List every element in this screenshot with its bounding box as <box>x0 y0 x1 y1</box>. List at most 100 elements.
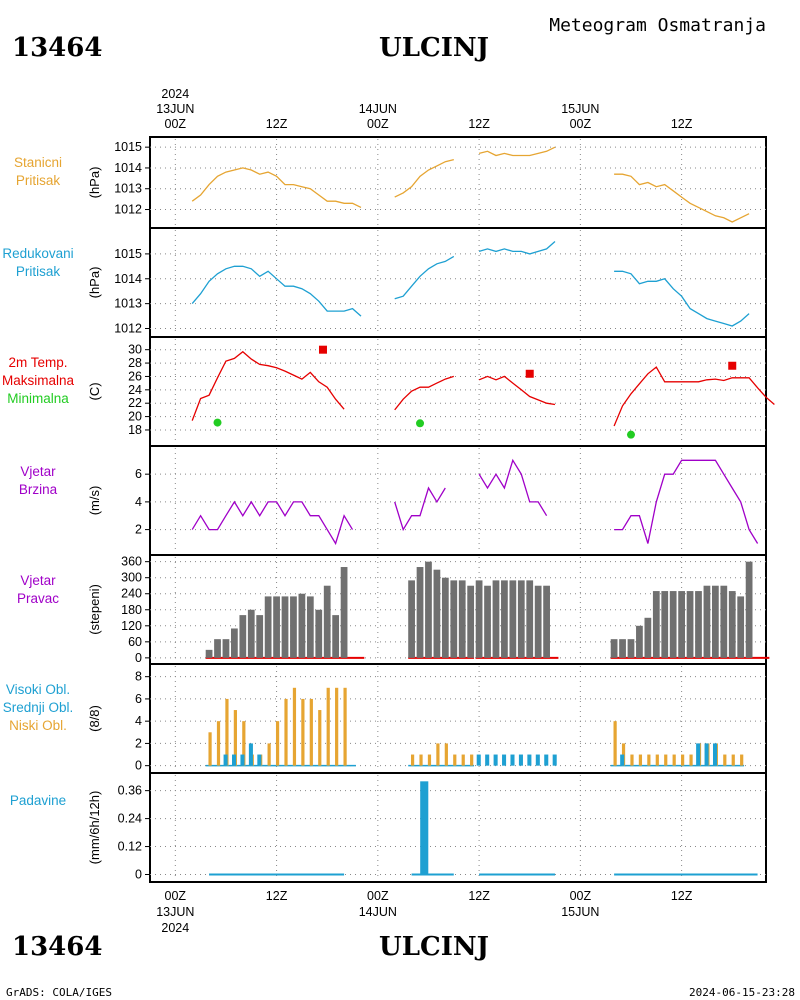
time-label-top: 00Z <box>165 117 187 131</box>
wind-direction-bar <box>264 596 272 658</box>
y-tick-label: 0.36 <box>118 784 142 798</box>
wind-direction-bar <box>467 585 475 658</box>
max-temp-marker <box>318 345 327 354</box>
wind-direction-bar <box>256 615 264 658</box>
wind-direction-bar <box>433 569 441 658</box>
time-label-bottom: 2024 <box>161 921 189 935</box>
high-cloud-bar <box>527 754 532 766</box>
low-cloud-bar <box>444 743 448 766</box>
series-line <box>478 458 548 517</box>
wind-direction-bar <box>425 561 432 658</box>
high-cloud-bar <box>223 754 228 766</box>
wind-direction-bar <box>695 591 702 658</box>
time-label-bottom: 15JUN <box>561 905 599 919</box>
y-tick-label: 0.12 <box>118 840 142 854</box>
series-line <box>191 265 362 317</box>
panel-reduced-pressure <box>145 227 767 338</box>
low-cloud-bar <box>275 721 280 766</box>
time-label-bottom: 00Z <box>570 889 592 903</box>
low-cloud-bar <box>419 754 423 766</box>
wind-direction-bar <box>543 585 550 658</box>
low-cloud-bar <box>613 721 617 766</box>
panel-frame <box>149 227 767 338</box>
time-label-top: 15JUN <box>561 102 599 116</box>
panel-label: 2m Temp. <box>8 355 67 370</box>
wind-direction-bar <box>290 596 297 658</box>
wind-direction-bar <box>222 639 230 658</box>
wind-direction-bar <box>484 585 491 658</box>
y-tick-label: 1015 <box>114 247 142 261</box>
wind-direction-bar <box>526 580 534 658</box>
low-cloud-bar <box>427 754 432 766</box>
time-label-top: 12Z <box>468 117 490 131</box>
low-cloud-bar <box>343 687 347 766</box>
low-cloud-bar <box>655 754 659 766</box>
wind-direction-bar <box>661 591 669 658</box>
panel-frame <box>149 445 767 556</box>
y-tick-label: 4 <box>135 495 142 509</box>
y-tick-label: 2 <box>135 523 142 537</box>
y-tick-label: 1015 <box>114 140 142 154</box>
y-tick-label: 1013 <box>114 297 142 311</box>
low-cloud-bar <box>233 710 237 766</box>
series-line <box>394 158 454 198</box>
series-line <box>478 241 556 255</box>
low-cloud-bar <box>301 698 305 766</box>
low-cloud-bar <box>461 754 465 766</box>
wind-direction-bar <box>475 580 483 658</box>
wind-direction-bar <box>619 639 626 658</box>
y-axis-label: (hPa) <box>87 167 102 199</box>
wind-direction-bar <box>509 580 517 658</box>
low-cloud-bar <box>672 754 676 766</box>
panel-label: Pravac <box>17 591 59 606</box>
low-cloud-bar <box>208 732 212 766</box>
time-label-top: 13JUN <box>156 102 194 116</box>
min-temp-marker <box>213 418 222 427</box>
y-tick-label: 24 <box>128 383 142 397</box>
wind-direction-bar <box>636 625 643 658</box>
low-cloud-bar <box>436 743 440 766</box>
high-cloud-bar <box>257 754 262 766</box>
time-label-bottom: 12Z <box>468 889 490 903</box>
panel-label: Pritisak <box>16 173 61 188</box>
panel-label: Vjetar <box>20 464 56 479</box>
series-line <box>394 375 454 411</box>
series-line <box>614 173 750 223</box>
high-cloud-bar <box>502 754 507 766</box>
high-cloud-bar <box>696 743 701 766</box>
y-tick-label: 6 <box>135 467 142 481</box>
y-tick-label: 1013 <box>114 182 142 196</box>
y-tick-label: 26 <box>128 369 142 383</box>
wind-direction-bar <box>298 593 306 658</box>
wind-direction-bar <box>644 617 652 658</box>
low-cloud-bar <box>318 710 322 766</box>
time-label-top: 14JUN <box>359 102 397 116</box>
low-cloud-bar <box>216 721 221 766</box>
low-cloud-bar <box>681 754 685 766</box>
high-cloud-bar <box>712 743 718 766</box>
y-tick-label: 180 <box>121 603 142 617</box>
wind-direction-bar <box>239 615 247 658</box>
high-cloud-bar <box>535 754 540 766</box>
grads-credit: GrADS: COLA/IGES <box>6 986 112 999</box>
y-tick-label: 6 <box>135 692 142 706</box>
y-tick-label: 1014 <box>114 272 142 286</box>
wind-direction-bar <box>703 585 711 658</box>
low-cloud-bar <box>326 687 330 766</box>
panel-label: Maksimalna <box>2 373 75 388</box>
y-tick-label: 2 <box>135 736 142 750</box>
panel-label: Stanicni <box>14 155 62 170</box>
low-cloud-bar <box>689 754 693 766</box>
panel-wind-direction <box>145 554 770 665</box>
y-axis-label: (8/8) <box>87 705 102 732</box>
y-tick-label: 1014 <box>114 161 142 175</box>
panel-label: Redukovani <box>2 246 73 261</box>
y-tick-label: 1012 <box>114 203 142 217</box>
high-cloud-bar <box>232 754 237 766</box>
series-line <box>478 146 556 157</box>
series-line <box>614 270 750 327</box>
y-tick-label: 360 <box>121 555 142 569</box>
low-cloud-bar <box>410 754 415 766</box>
panel-label: Niski Obl. <box>9 718 67 733</box>
